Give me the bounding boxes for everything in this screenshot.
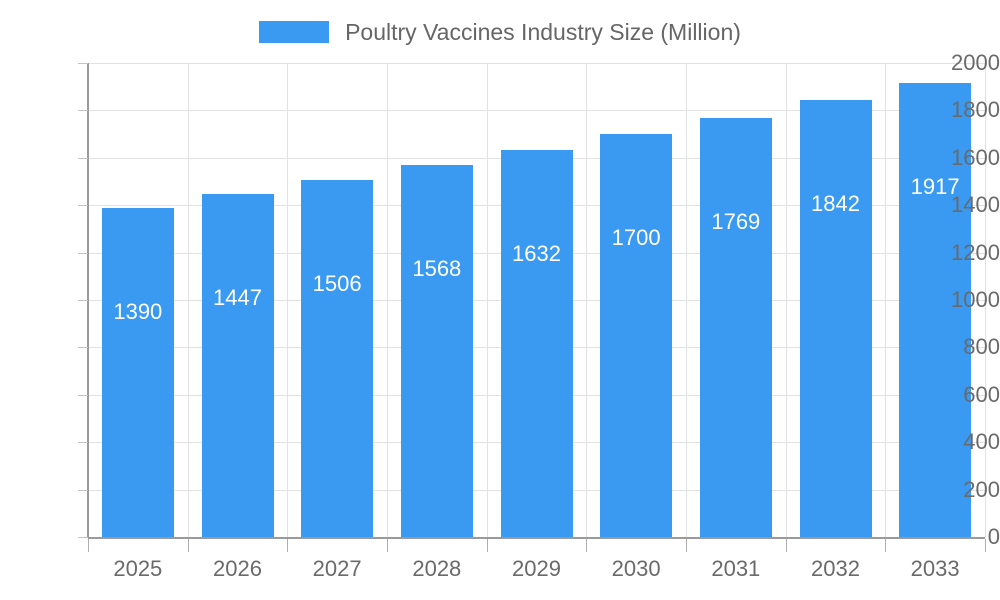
bar-2032[interactable] bbox=[799, 100, 872, 537]
bar-2029[interactable] bbox=[500, 150, 573, 537]
bar-2033[interactable] bbox=[899, 82, 972, 537]
x-axis-tick-label-2031: 2031 bbox=[711, 556, 761, 581]
x-axis-tick-label-2026: 2026 bbox=[213, 556, 262, 581]
x-axis-tick-label-2032: 2032 bbox=[811, 556, 860, 581]
x-axis-tick bbox=[487, 539, 488, 552]
y-axis-tick bbox=[78, 110, 88, 111]
y-axis-tick bbox=[78, 300, 88, 301]
x-axis-tick-label-2028: 2028 bbox=[412, 556, 462, 581]
bar-2026[interactable] bbox=[201, 194, 274, 537]
bar-2028[interactable] bbox=[400, 165, 473, 537]
y-axis-tick bbox=[78, 253, 88, 254]
x-axis-tick bbox=[985, 539, 986, 552]
x-axis-tick-label-2029: 2029 bbox=[512, 556, 561, 581]
y-axis-tick-label: 1600 bbox=[951, 144, 1000, 170]
x-axis-tick bbox=[287, 539, 288, 552]
gridline-vertical bbox=[387, 63, 388, 537]
legend-item-poultry-vaccines[interactable]: Poultry Vaccines Industry Size (Million) bbox=[259, 18, 741, 45]
bar-2030[interactable] bbox=[600, 134, 673, 537]
y-axis-tick-label: 200 bbox=[963, 476, 1000, 502]
gridline-vertical bbox=[885, 63, 886, 537]
x-axis-tick-label-2030: 2030 bbox=[611, 556, 661, 581]
bar-2025[interactable] bbox=[101, 207, 174, 537]
y-axis-tick bbox=[78, 537, 88, 538]
gridline-horizontal bbox=[88, 63, 985, 64]
y-axis-tick bbox=[78, 158, 88, 159]
bar-2031[interactable] bbox=[699, 117, 772, 537]
x-axis-tick bbox=[188, 539, 189, 552]
y-axis-tick-label: 1000 bbox=[951, 287, 1000, 312]
gridline-vertical bbox=[287, 63, 288, 537]
y-axis-tick-label: 0 bbox=[987, 524, 1000, 549]
gridline-vertical bbox=[985, 63, 986, 537]
y-axis-tick bbox=[78, 347, 88, 348]
gridline-vertical bbox=[586, 63, 587, 537]
y-axis-tick-label: 1400 bbox=[951, 192, 1000, 218]
y-axis-tick-label: 600 bbox=[963, 381, 1000, 407]
gridline-vertical bbox=[188, 63, 189, 537]
gridline-vertical bbox=[786, 63, 787, 537]
y-axis-tick-label: 400 bbox=[963, 429, 1000, 455]
y-axis-tick bbox=[78, 490, 88, 491]
x-axis-tick bbox=[885, 539, 886, 552]
y-axis-tick bbox=[78, 442, 88, 443]
gridline-horizontal bbox=[88, 110, 985, 112]
plot-area: 1390 1447 1506 1568 1632 1700 1769 1842 1917 bbox=[88, 63, 986, 538]
x-axis-line bbox=[88, 537, 985, 539]
x-axis-tick-label-2025: 2025 bbox=[113, 556, 163, 581]
y-axis-tick-label: 800 bbox=[963, 334, 1000, 360]
y-axis-tick-label: 1800 bbox=[951, 97, 1000, 123]
gridline-vertical bbox=[487, 63, 488, 537]
x-axis-tick bbox=[586, 539, 587, 552]
x-axis-tick-label-2033: 2033 bbox=[910, 556, 960, 581]
legend-label: Poultry Vaccines Industry Size (Million) bbox=[345, 18, 741, 45]
gridline-vertical bbox=[686, 63, 687, 537]
y-axis-line bbox=[87, 63, 89, 538]
x-axis-tick bbox=[786, 539, 787, 552]
y-axis-tick-label: 1200 bbox=[951, 239, 1000, 265]
x-axis-tick-label-2027: 2027 bbox=[312, 556, 362, 581]
legend-color-swatch bbox=[259, 21, 330, 43]
chart-legend: Poultry Vaccines Industry Size (Million) bbox=[0, 14, 1000, 50]
y-axis-tick bbox=[78, 63, 88, 64]
bar-2027[interactable] bbox=[301, 180, 374, 537]
y-axis-tick-label: 2000 bbox=[951, 50, 1000, 75]
y-axis-tick bbox=[78, 395, 88, 396]
y-axis-tick bbox=[78, 205, 88, 206]
x-axis-tick bbox=[88, 539, 89, 552]
x-axis-tick bbox=[686, 539, 687, 552]
x-axis-tick bbox=[387, 539, 388, 552]
